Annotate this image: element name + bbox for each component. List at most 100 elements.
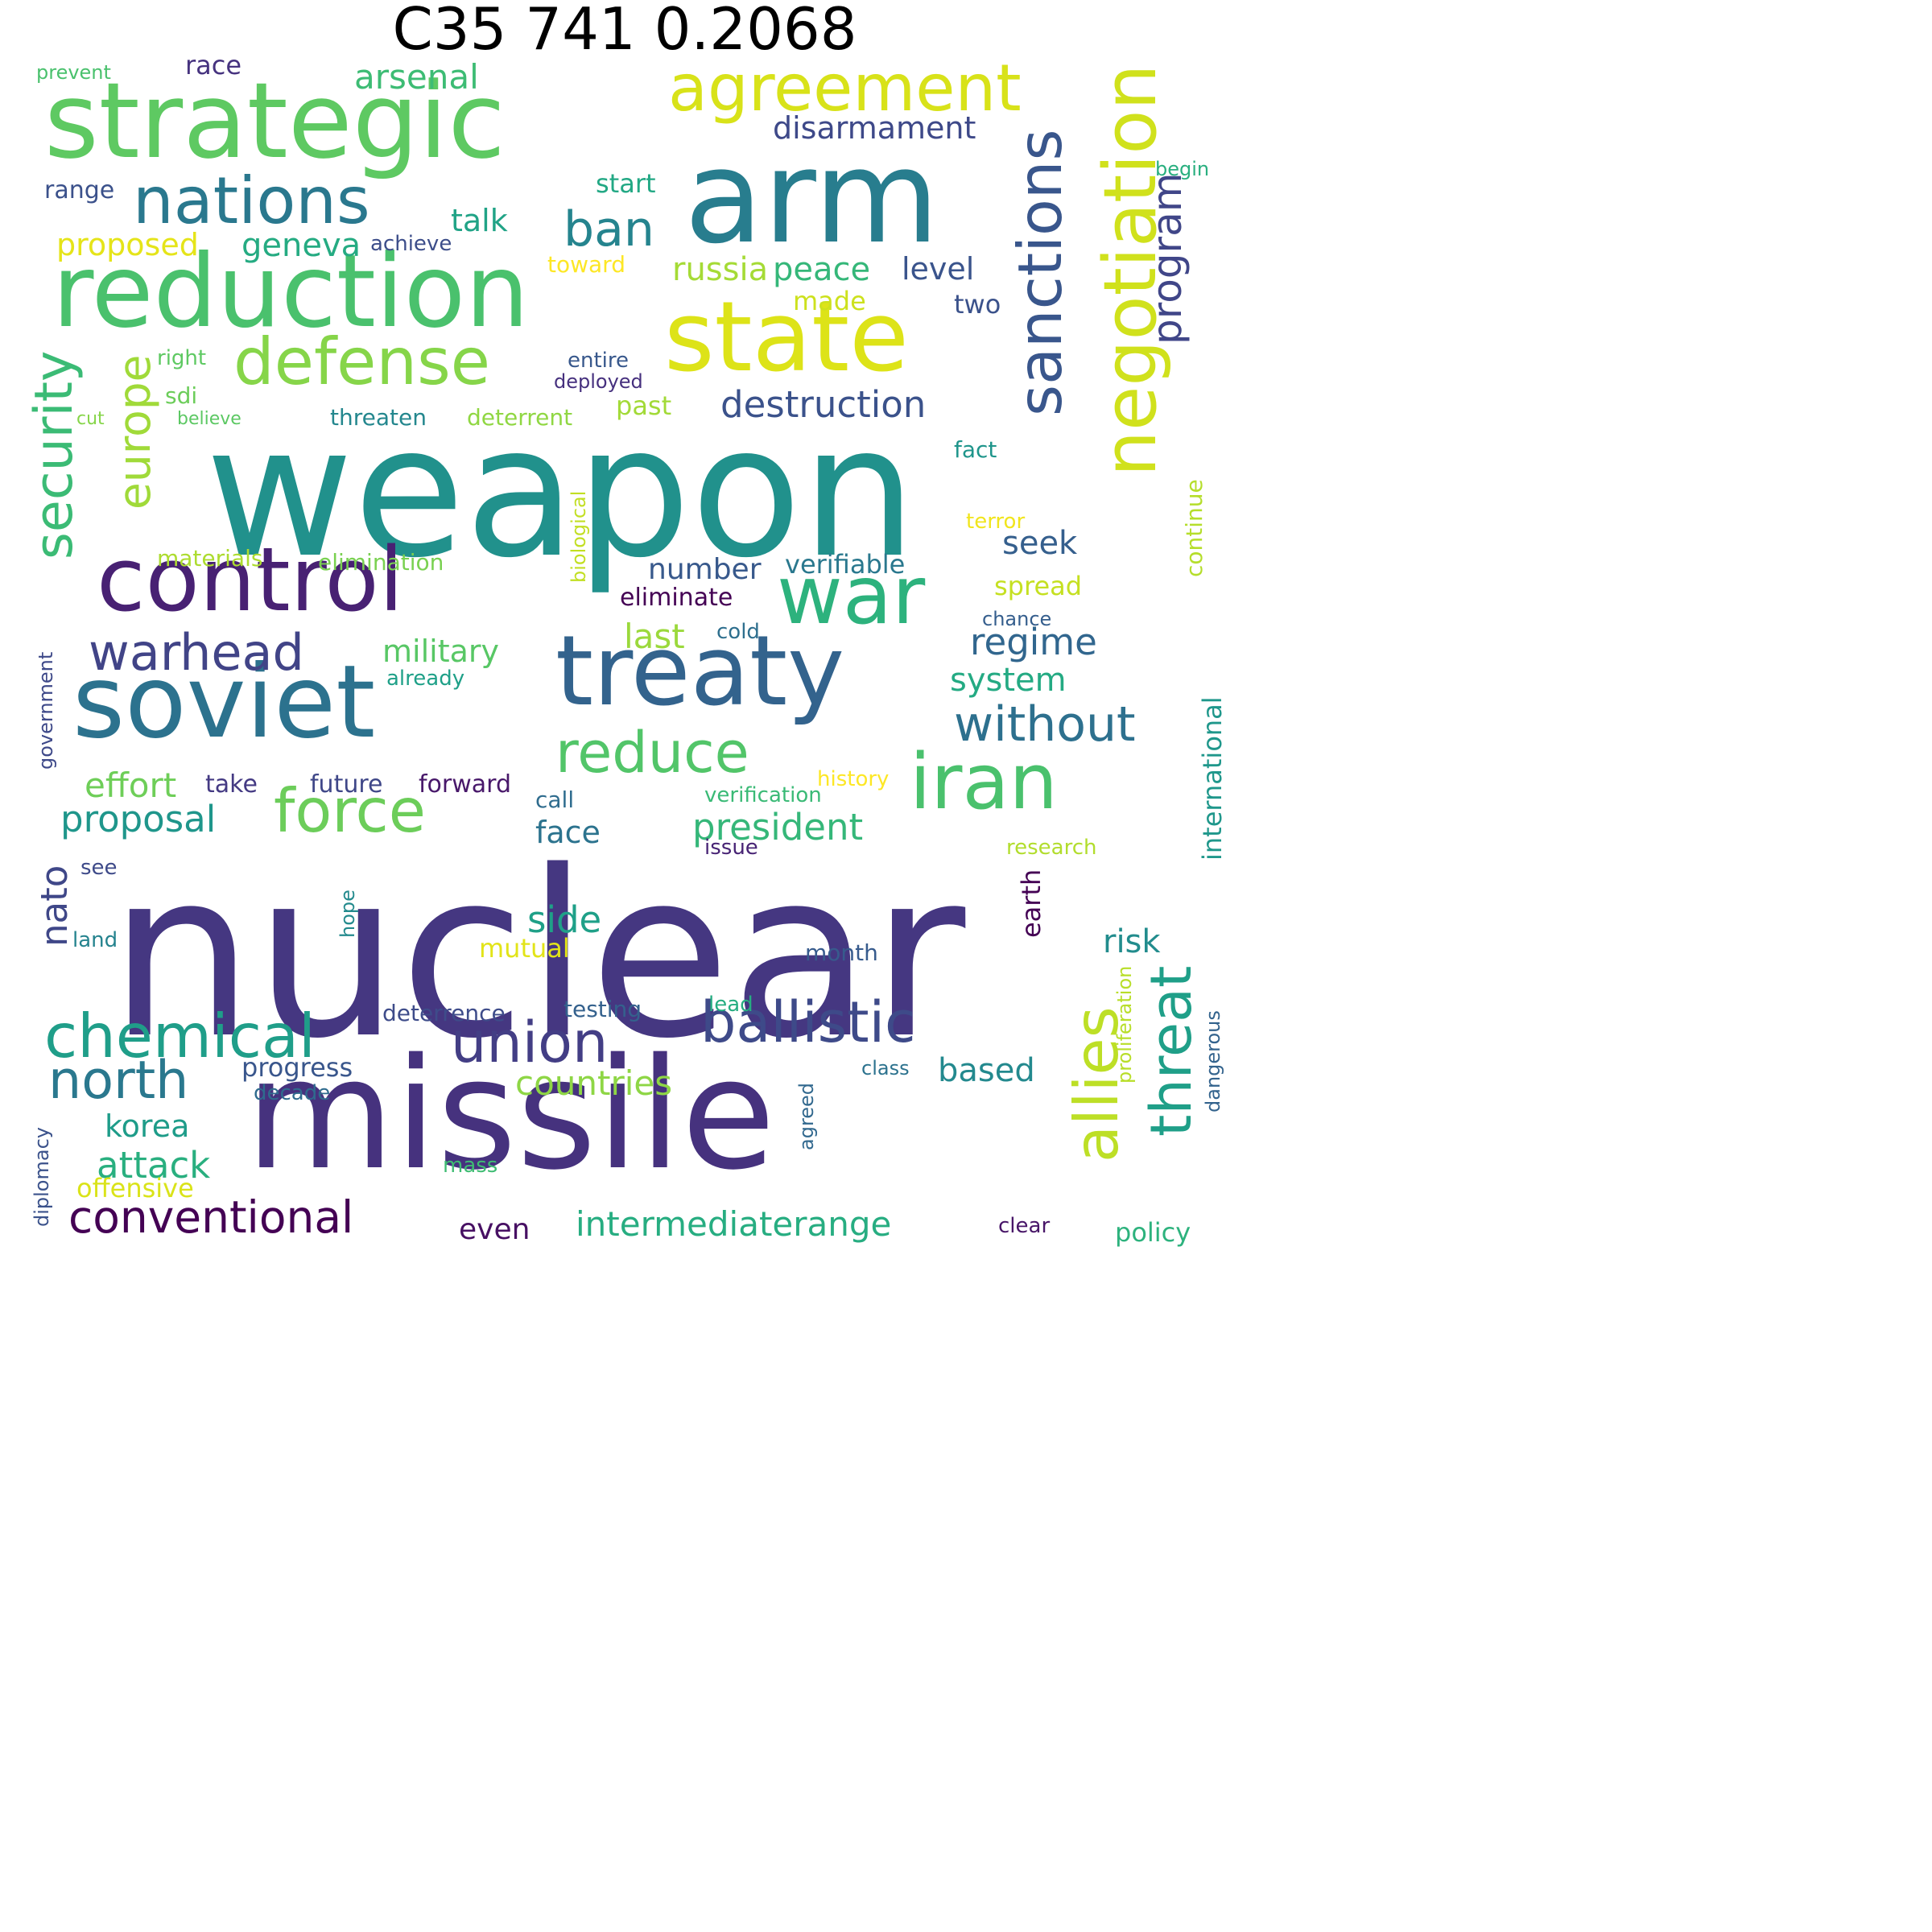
cloud-word: mutual xyxy=(479,933,570,964)
cloud-word: program xyxy=(1144,172,1191,345)
cloud-word: defense xyxy=(233,324,490,399)
cloud-word: testing xyxy=(564,996,642,1022)
cloud-word: entire xyxy=(568,349,630,373)
cloud-word: last xyxy=(624,617,685,656)
cloud-word: nations xyxy=(133,163,370,238)
cloud-word: dangerous xyxy=(1202,1010,1224,1113)
cloud-word: without xyxy=(954,696,1136,753)
cloud-word: ban xyxy=(564,201,654,258)
cloud-word: call xyxy=(535,786,575,813)
cloud-word: decade xyxy=(254,1081,331,1105)
cloud-word: deterrent xyxy=(467,404,573,431)
cloud-word: missile xyxy=(246,1026,776,1203)
cloud-word: spread xyxy=(994,571,1083,601)
cloud-word: even xyxy=(459,1213,530,1246)
cloud-word: nato xyxy=(33,865,76,947)
cloud-word: policy xyxy=(1115,1217,1191,1248)
cloud-word: range xyxy=(44,176,115,204)
cloud-word: hope xyxy=(336,890,359,938)
cloud-word: agreement xyxy=(668,51,1022,126)
cloud-word: biological xyxy=(568,490,590,583)
cloud-word: lead xyxy=(708,993,753,1017)
cloud-word: diplomacy xyxy=(31,1127,53,1227)
word-cloud: nuclear weapon missile arm strategic state red… xyxy=(0,0,1249,1249)
cloud-word: level xyxy=(902,251,975,287)
cloud-word: sanctions xyxy=(1005,129,1075,416)
cloud-word: conventional xyxy=(68,1191,354,1243)
cloud-word: terror xyxy=(966,510,1026,534)
cloud-word: achieve xyxy=(370,232,452,256)
cloud-word: state xyxy=(664,282,909,394)
cloud-word: race xyxy=(185,50,242,80)
cloud-word: military xyxy=(382,634,499,669)
cloud-word: issue xyxy=(704,836,758,860)
cloud-word: earth xyxy=(1016,869,1046,938)
cloud-word: warhead xyxy=(89,623,304,682)
cloud-word: offensive xyxy=(76,1173,194,1203)
cloud-word: proposal xyxy=(60,798,217,840)
cloud-word: peace xyxy=(773,251,871,288)
cloud-word: seek xyxy=(1002,525,1078,562)
cloud-word: nuclear xyxy=(109,822,966,1089)
cloud-word: two xyxy=(954,289,1001,320)
word-cloud-figure: C35 741 0.2068 nuclear weapon missile arm st… xyxy=(0,0,1249,1249)
cloud-word: treaty xyxy=(555,616,845,728)
cloud-word: toward xyxy=(547,251,625,278)
cloud-word: continue xyxy=(1181,479,1208,577)
cloud-word: countries xyxy=(515,1063,673,1103)
cloud-word: russia xyxy=(672,251,769,288)
cloud-word: international xyxy=(1197,696,1228,861)
cloud-word: past xyxy=(616,390,672,421)
cloud-word: control xyxy=(97,528,404,631)
cloud-word: made xyxy=(793,286,866,316)
cloud-word: class xyxy=(861,1057,910,1080)
cloud-word: intermediaterange xyxy=(576,1204,892,1244)
cloud-word: risk xyxy=(1103,923,1161,960)
cloud-word: land xyxy=(72,928,118,952)
cloud-word: cut xyxy=(76,409,105,429)
cloud-word: proliferation xyxy=(1113,965,1136,1084)
cloud-word: side xyxy=(527,898,602,941)
cloud-word: chance xyxy=(982,608,1052,630)
cloud-word: destruction xyxy=(720,383,927,426)
cloud-word: based xyxy=(938,1052,1035,1089)
cloud-word: north xyxy=(48,1051,189,1111)
cloud-word: agreed xyxy=(795,1082,818,1150)
figure-title: C35 741 0.2068 xyxy=(392,0,857,63)
cloud-word: already xyxy=(386,667,465,691)
cloud-word: soviet xyxy=(72,644,376,761)
cloud-word: president xyxy=(692,806,864,848)
cloud-word: threaten xyxy=(330,404,427,431)
cloud-word: government xyxy=(35,651,57,770)
cloud-word: research xyxy=(1006,836,1097,860)
cloud-word: see xyxy=(80,856,118,880)
cloud-word: believe xyxy=(177,409,242,429)
cloud-word: forward xyxy=(419,770,512,799)
cloud-word: elimination xyxy=(318,549,444,576)
cloud-word: arsenal xyxy=(354,57,479,97)
cloud-word: strategic xyxy=(44,60,506,182)
cloud-word: begin xyxy=(1155,158,1210,180)
cloud-word: fact xyxy=(954,436,997,463)
cloud-word: deployed xyxy=(554,370,643,393)
cloud-word: union xyxy=(451,1009,609,1075)
cloud-word: mass xyxy=(443,1154,498,1178)
cloud-word: talk xyxy=(451,203,508,238)
cloud-word: attack xyxy=(97,1144,211,1187)
cloud-word: materials xyxy=(157,545,263,572)
cloud-word: korea xyxy=(105,1108,190,1144)
cloud-word: arm xyxy=(684,122,939,272)
cloud-word: effort xyxy=(85,766,177,805)
cloud-word: chemical xyxy=(44,1001,316,1071)
cloud-word: reduction xyxy=(52,233,530,350)
cloud-word: progress xyxy=(242,1052,353,1083)
cloud-word: cold xyxy=(716,620,760,644)
cloud-word: disarmament xyxy=(773,110,976,146)
cloud-word: number xyxy=(648,553,762,586)
cloud-word: ballistic xyxy=(700,989,916,1055)
cloud-word: weapon xyxy=(205,387,917,598)
cloud-word: take xyxy=(205,770,258,799)
cloud-word: deterrence xyxy=(382,1000,506,1026)
cloud-word: war xyxy=(777,548,926,642)
cloud-word: verification xyxy=(704,783,822,807)
